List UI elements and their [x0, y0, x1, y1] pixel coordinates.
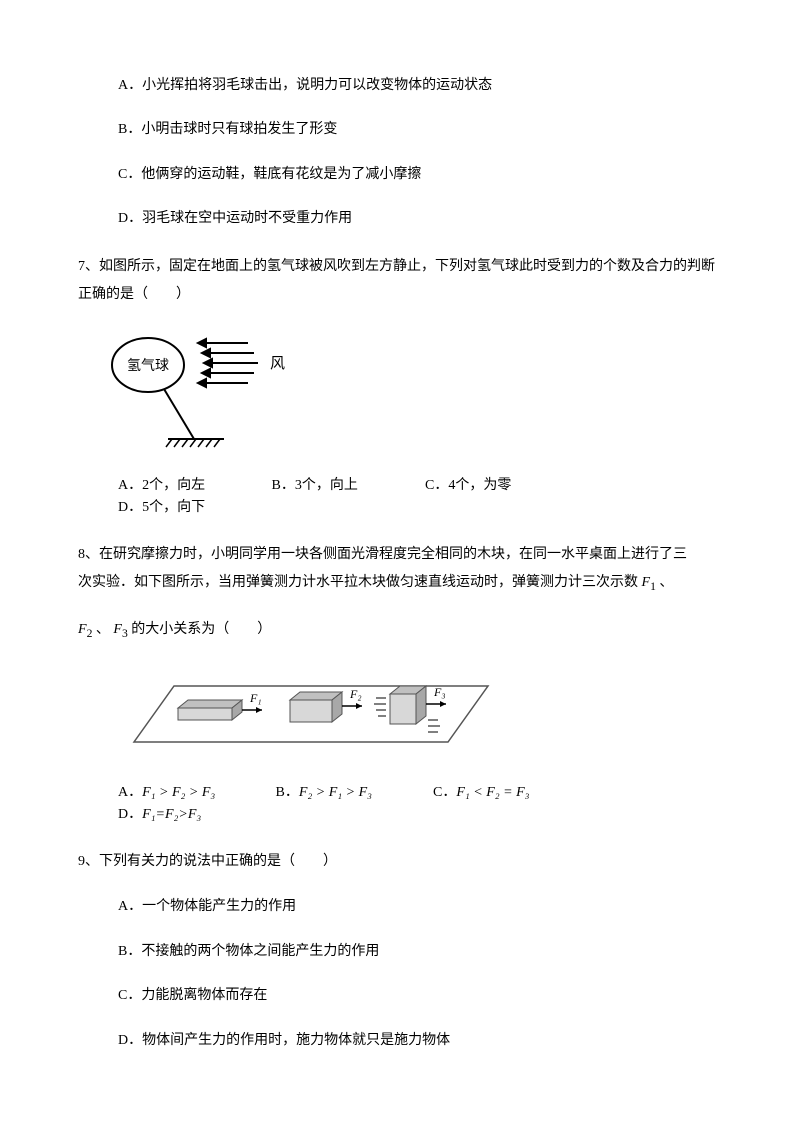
q6-option-b: B．小明击球时只有球拍发生了形变 — [78, 119, 716, 141]
q9-option-a: A．一个物体能产生力的作用 — [78, 896, 716, 918]
q6-option-a: A．小光挥拍将羽毛球击出，说明力可以改变物体的运动状态 — [78, 75, 716, 97]
q7-figure: 氢气球 风 — [106, 327, 716, 457]
q8-f2: F — [78, 622, 87, 637]
q8-option-c: C．F₁ < F₂ = F₃ — [433, 782, 587, 804]
svg-text:F₁: F₁ — [249, 691, 262, 705]
q9-text: 9、下列有关力的说法中正确的是（ ） — [78, 848, 716, 876]
balloon-diagram: 氢气球 风 — [106, 327, 306, 457]
q7-option-d: D．5个，向下 — [118, 497, 268, 519]
q9-option-c: C．力能脱离物体而存在 — [78, 985, 716, 1007]
q6-option-c: C．他俩穿的运动鞋，鞋底有花纹是为了减小摩擦 — [78, 164, 716, 186]
q8-line1b: 次实验．如下图所示，当用弹簧测力计水平拉木块做匀速直线运动时，弹簧测力计三次示数 — [78, 575, 642, 590]
q7-options: A．2个，向左 B．3个，向上 C．4个，为零 D．5个，向下 — [78, 475, 716, 520]
q8-line1a: 8、在研究摩擦力时，小明同学用一块各侧面光滑程度完全相同的木块，在同一水平桌面上… — [78, 547, 687, 562]
balloon-label: 氢气球 — [127, 358, 169, 374]
q8-options: A．F₁ > F₂ > F₃ B．F₂ > F₁ > F₃ C．F₁ < F₂ … — [78, 782, 716, 827]
question-8: 8、在研究摩擦力时，小明同学用一块各侧面光滑程度完全相同的木块，在同一水平桌面上… — [78, 541, 716, 826]
text: D．物体间产生力的作用时，施力物体就只是施力物体 — [118, 1033, 450, 1048]
text: B．小明击球时只有球拍发生了形变 — [118, 122, 337, 137]
question-9: 9、下列有关力的说法中正确的是（ ） A．一个物体能产生力的作用 B．不接触的两… — [78, 848, 716, 1052]
q6-option-d: D．羽毛球在空中运动时不受重力作用 — [78, 208, 716, 230]
svg-text:F₃: F₃ — [433, 685, 446, 699]
q7-text: 7、如图所示，固定在地面上的氢气球被风吹到左方静止，下列对氢气球此时受到力的个数… — [78, 253, 716, 309]
q8-sep1: 、 — [656, 575, 674, 590]
svg-text:F₂: F₂ — [349, 687, 362, 701]
wind-label: 风 — [270, 355, 285, 372]
text: C．力能脱离物体而存在 — [118, 988, 267, 1003]
text: A．一个物体能产生力的作用 — [118, 899, 296, 914]
text: C．他俩穿的运动鞋，鞋底有花纹是为了减小摩擦 — [118, 167, 421, 182]
q8-option-d: D．F₁=F₂>F₃ — [118, 804, 268, 826]
question-7: 7、如图所示，固定在地面上的氢气球被风吹到左方静止，下列对氢气球此时受到力的个数… — [78, 253, 716, 520]
q8-option-a: A．F₁ > F₂ > F₃ — [118, 782, 272, 804]
q7-option-a: A．2个，向左 — [118, 475, 268, 497]
q8-figure: F₁ F₂ F₃ — [128, 664, 716, 764]
q8-line2b: 的大小关系为（ ） — [128, 622, 272, 637]
q8-text: 8、在研究摩擦力时，小明同学用一块各侧面光滑程度完全相同的木块，在同一水平桌面上… — [78, 541, 716, 645]
q8-option-b: B．F₂ > F₁ > F₃ — [276, 782, 430, 804]
q8-f1: F — [642, 575, 651, 590]
q9-option-b: B．不接触的两个物体之间能产生力的作用 — [78, 941, 716, 963]
q8-sep2: 、 — [92, 622, 113, 637]
text: B．不接触的两个物体之间能产生力的作用 — [118, 944, 379, 959]
q7-option-b: B．3个，向上 — [272, 475, 422, 497]
text: A．小光挥拍将羽毛球击出，说明力可以改变物体的运动状态 — [118, 78, 492, 93]
q8-f3: F — [113, 622, 122, 637]
q9-option-d: D．物体间产生力的作用时，施力物体就只是施力物体 — [78, 1030, 716, 1052]
q7-option-c: C．4个，为零 — [425, 475, 575, 497]
friction-diagram: F₁ F₂ F₃ — [128, 664, 498, 764]
text: D．羽毛球在空中运动时不受重力作用 — [118, 211, 352, 226]
